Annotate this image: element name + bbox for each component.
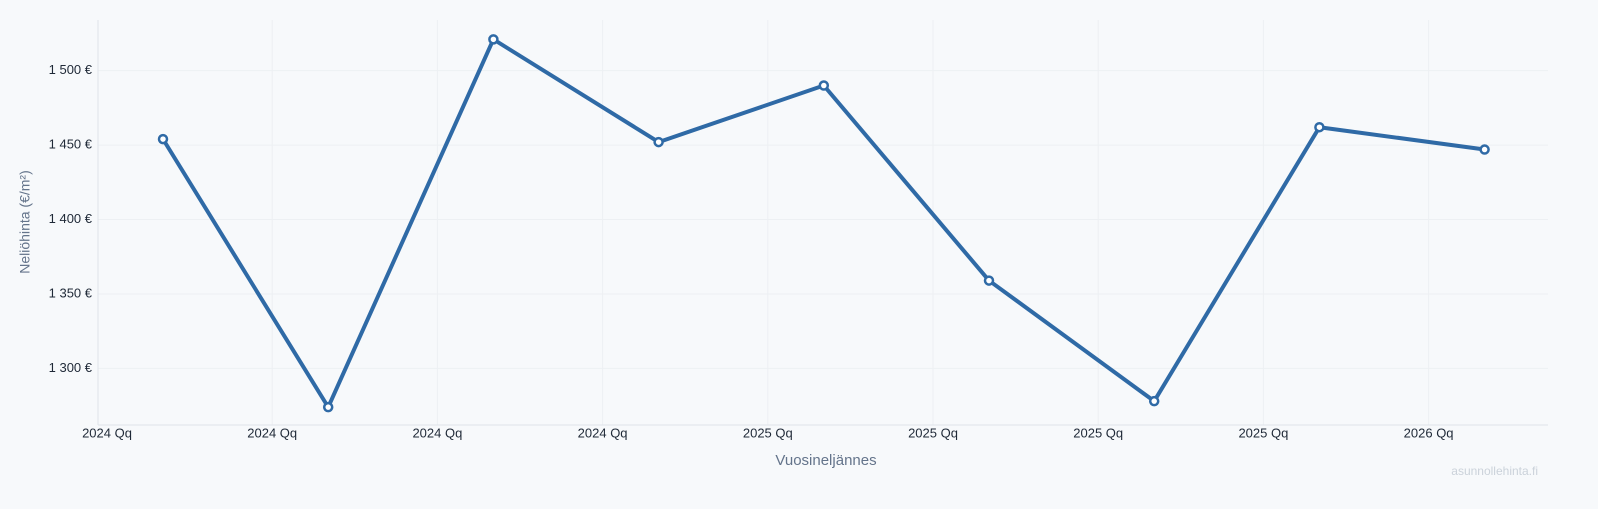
x-tick-label: 2024 Qq [412,425,462,440]
y-tick-label: 1 350 € [49,285,93,300]
x-tick-label: 2025 Qq [908,425,958,440]
x-tick-label: 2024 Qq [247,425,297,440]
y-tick-label: 1 500 € [49,62,93,77]
x-axis-label: Vuosineljännes [775,452,876,469]
y-tick-label: 1 400 € [49,211,93,226]
x-tick-label: 2025 Qq [743,425,793,440]
point [1479,144,1490,155]
point [1148,395,1160,407]
x-tick-label: 2025 Qq [1238,425,1288,440]
point [653,136,664,148]
x-tick-label: 2024 Qq [578,425,628,440]
x-tick-label: 2025 Qq [1073,425,1123,440]
y-axis-label: Neliöhinta (€/m²) [17,170,33,273]
x-tick-label: 2024 Qq [82,425,132,440]
point [322,401,334,413]
point [488,34,499,45]
watermark: asunnollehinta.fi [1451,464,1538,478]
point [983,275,995,286]
line [161,37,1485,410]
y-tick-label: 1 450 € [49,137,93,152]
point [157,133,169,145]
y-tick-label: 1 300 € [49,360,93,375]
x-tick-label: 2026 Qq [1404,425,1454,440]
point [818,80,830,91]
point [1314,121,1325,133]
